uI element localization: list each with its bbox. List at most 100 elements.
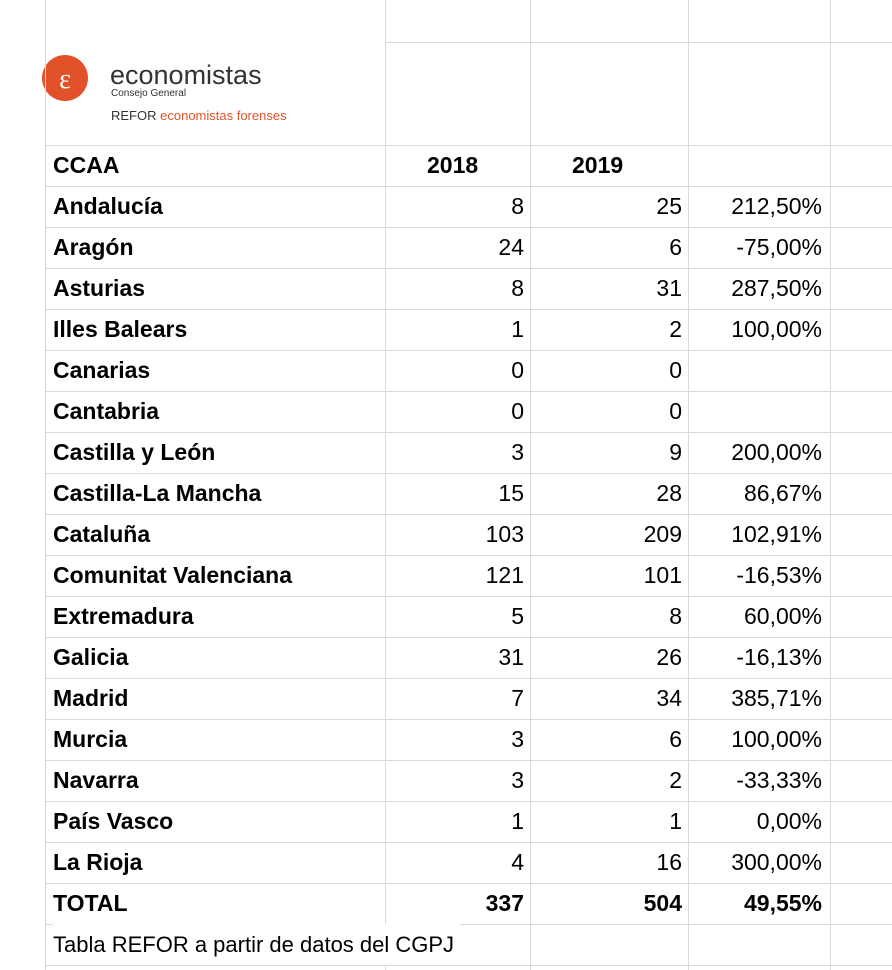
cell: 287,50% (731, 275, 822, 301)
column-line (530, 0, 531, 970)
cell: 121 (485, 562, 524, 588)
cell: 200,00% (731, 439, 822, 465)
cell: 2 (669, 316, 682, 342)
cell: 6 (669, 234, 682, 260)
cell: Asturias (53, 275, 146, 301)
cell: 15 (498, 480, 524, 506)
cell: 2018 (427, 152, 479, 178)
cell: Cantabria (53, 398, 160, 424)
row-line (45, 596, 892, 597)
cell: 34 (656, 685, 682, 711)
cell: 6 (669, 726, 682, 752)
cell: 25 (656, 193, 682, 219)
row-line (45, 637, 892, 638)
cell: Canarias (53, 357, 151, 383)
cell: 1 (511, 316, 524, 342)
cell: 0 (511, 357, 524, 383)
cell: Comunitat Valenciana (53, 562, 293, 588)
row-line (45, 924, 892, 925)
cell: Castilla y León (53, 439, 216, 465)
cell: 100,00% (731, 316, 822, 342)
cell: 26 (656, 644, 682, 670)
cell: 4 (511, 849, 524, 875)
cell: Aragón (53, 234, 134, 260)
cell: CCAA (53, 152, 120, 178)
cell: 49,55% (743, 890, 822, 916)
row-line (45, 227, 892, 228)
cell: -75,00% (736, 234, 822, 260)
cell: Madrid (53, 685, 129, 711)
logo-glyph: ε (59, 64, 71, 95)
cell: 212,50% (731, 193, 822, 219)
row-line (45, 145, 892, 146)
cell: 504 (643, 890, 682, 916)
cell: 9 (669, 439, 682, 465)
row-line (45, 801, 892, 802)
cell: 0 (669, 357, 682, 383)
row-line (385, 42, 892, 43)
cell: 100,00% (731, 726, 822, 752)
cell: 337 (485, 890, 524, 916)
cell: Castilla-La Mancha (53, 480, 262, 506)
row-line (45, 432, 892, 433)
cell: 28 (656, 480, 682, 506)
cell: 103 (485, 521, 524, 547)
cell: -33,33% (736, 767, 822, 793)
cell: 209 (643, 521, 682, 547)
cell: 3 (511, 439, 524, 465)
cell: 0 (511, 398, 524, 424)
cell: Andalucía (53, 193, 163, 219)
logo-name: economistas (110, 60, 262, 90)
logo-circle (42, 55, 88, 101)
cell: 31 (498, 644, 524, 670)
row-line (45, 719, 892, 720)
row-line (45, 555, 892, 556)
cell: 1 (669, 808, 682, 834)
footer-note: Tabla REFOR a partir de datos del CGPJ (53, 924, 461, 965)
row-line (45, 883, 892, 884)
logo: ε economistas Consejo General REFOR econ… (42, 55, 287, 123)
logo-subtitle: Consejo General (111, 88, 186, 99)
cell: 86,67% (743, 480, 822, 506)
row-line (45, 760, 892, 761)
cell: 385,71% (731, 685, 822, 711)
cell: País Vasco (53, 808, 174, 834)
row-line (45, 965, 892, 966)
cell: 7 (511, 685, 524, 711)
cell: 1 (511, 808, 524, 834)
cell: 8 (511, 275, 524, 301)
cell: Galicia (53, 644, 129, 670)
cell: 8 (669, 603, 682, 629)
cell: Illes Balears (53, 316, 188, 342)
cell: 102,91% (731, 521, 822, 547)
cell: 60,00% (743, 603, 822, 629)
cell: 3 (511, 767, 524, 793)
cell: 0,00% (756, 808, 822, 834)
column-line (688, 0, 689, 970)
cell: 300,00% (731, 849, 822, 875)
cell: 2 (669, 767, 682, 793)
tagline-text: economistas forenses (160, 108, 287, 123)
row-line (45, 186, 892, 187)
column-line (385, 0, 386, 970)
row-line (45, 391, 892, 392)
row-line (45, 268, 892, 269)
cell: 0 (669, 398, 682, 424)
cell: Murcia (53, 726, 128, 752)
cell: 24 (498, 234, 524, 260)
cell: 5 (511, 603, 524, 629)
cell: 3 (511, 726, 524, 752)
cell: -16,13% (736, 644, 822, 670)
cell: 8 (511, 193, 524, 219)
row-line (45, 842, 892, 843)
cell: Cataluña (53, 521, 151, 547)
column-line (45, 0, 46, 970)
logo-tagline: REFOR economistas forenses (111, 108, 287, 123)
row-line (45, 350, 892, 351)
row-line (45, 514, 892, 515)
cell: La Rioja (53, 849, 143, 875)
row-line (45, 473, 892, 474)
cell: TOTAL (53, 890, 128, 916)
column-line (830, 0, 831, 970)
